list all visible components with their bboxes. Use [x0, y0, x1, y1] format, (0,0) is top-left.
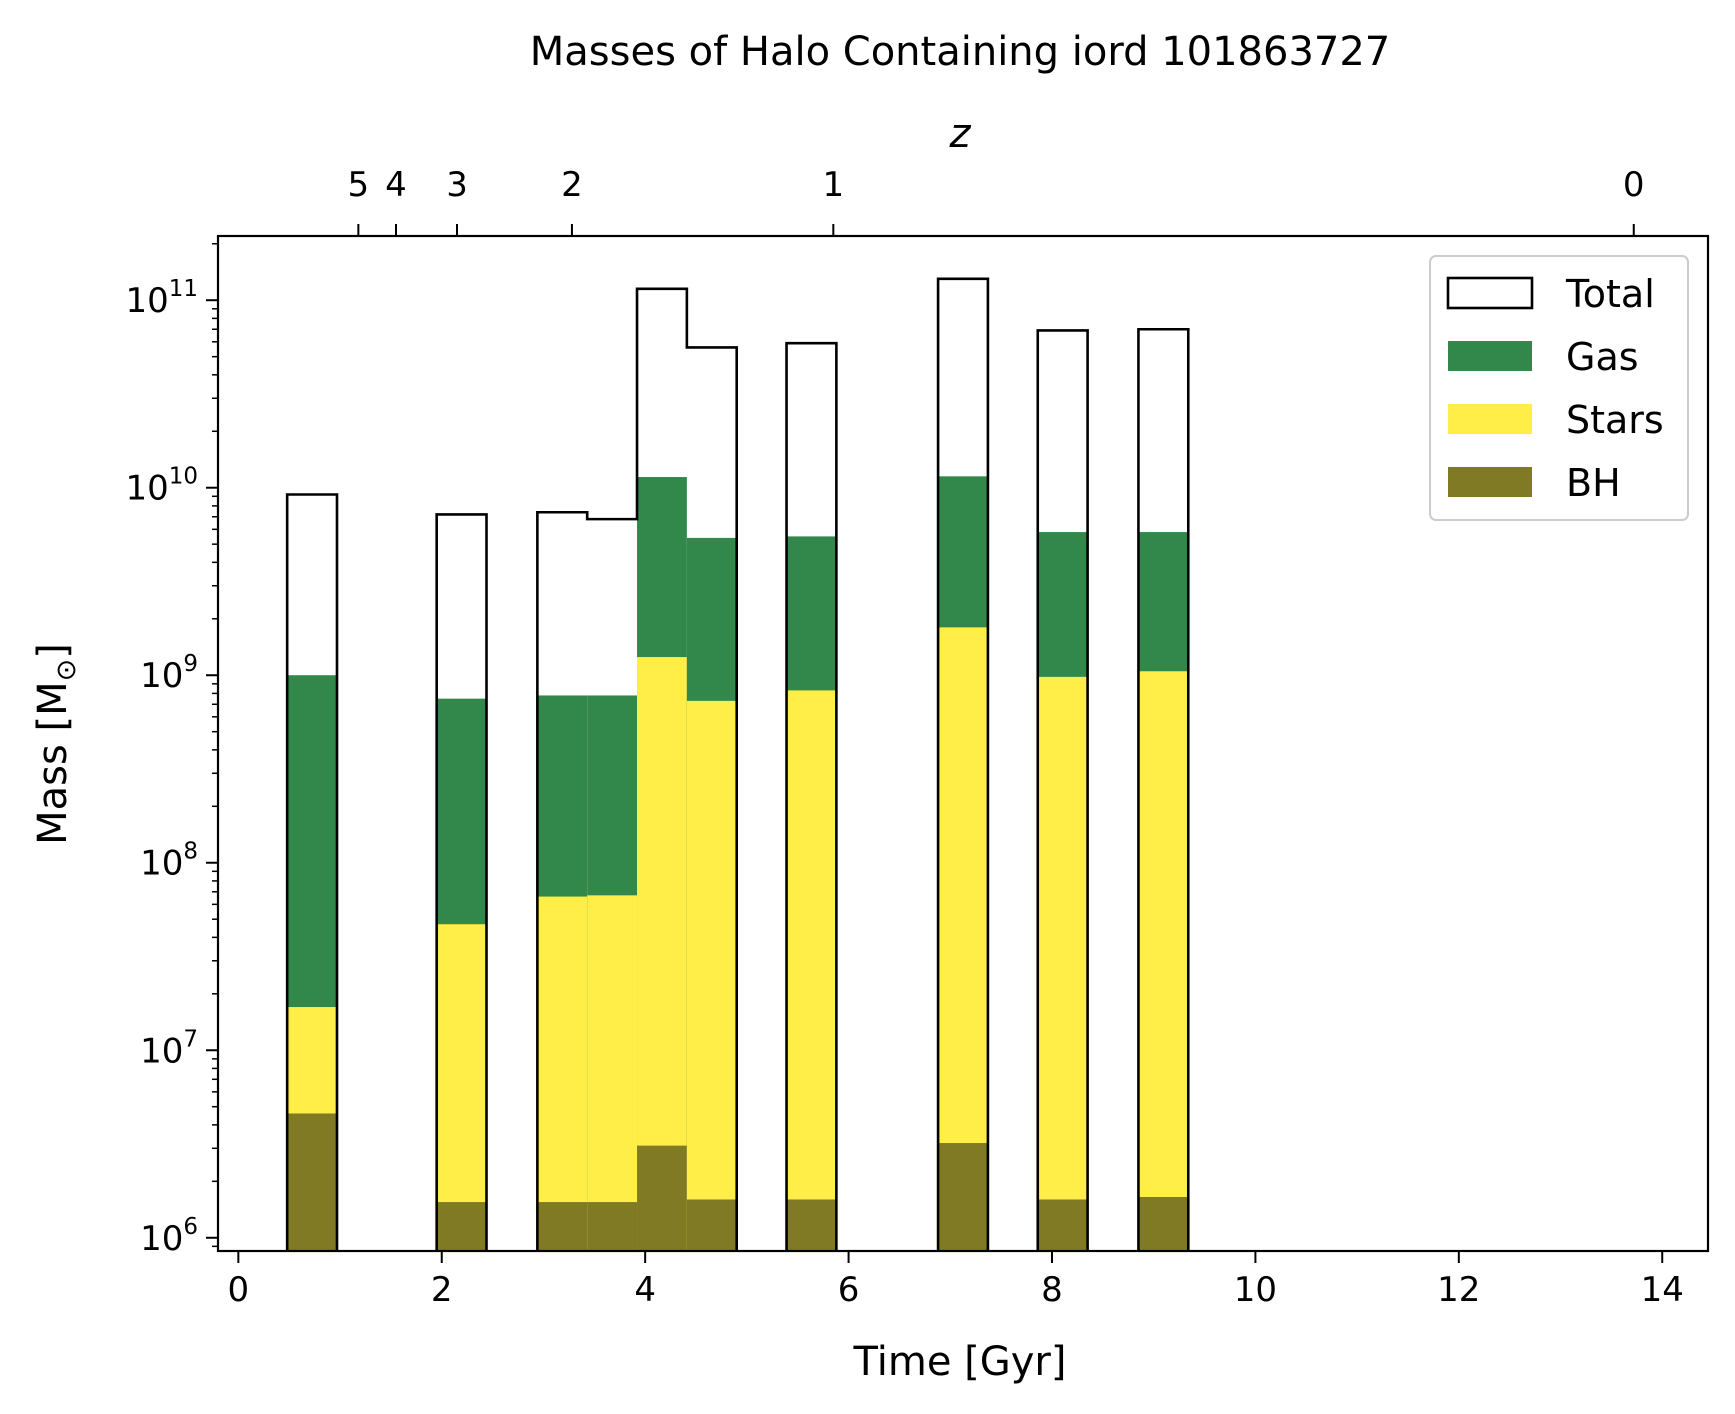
z-tick-label-1: 4: [385, 165, 407, 205]
x-tick-label-1: 2: [431, 1270, 453, 1310]
y-axis-label: Mass [M⊙]: [30, 643, 82, 845]
stars-bar-3: [587, 895, 638, 1251]
x-axis: 0 2 4 6 8 10 12 14: [228, 1251, 1684, 1310]
stars-bar-9: [1138, 671, 1189, 1251]
x-tick-label-7: 14: [1641, 1270, 1684, 1310]
bh-bar-3: [587, 1202, 638, 1251]
bh-bar-9: [1138, 1196, 1189, 1251]
legend-label-stars: Stars: [1566, 398, 1664, 442]
stars-bar-1: [436, 924, 487, 1251]
bh-bar-1: [436, 1202, 487, 1251]
legend-label-bh: BH: [1566, 461, 1621, 505]
y-axis: 106 107 108 109 1010 1011: [125, 243, 218, 1259]
z-tick-label-3: 2: [561, 165, 583, 205]
y-tick-label-3: 109: [140, 651, 198, 696]
chart-title: Masses of Halo Containing iord 101863727: [530, 29, 1391, 75]
total-outlines-layer: [285, 277, 1190, 1251]
y-tick-label-0: 106: [140, 1214, 198, 1259]
bh-bar-2: [537, 1202, 588, 1251]
legend-label-total: Total: [1565, 272, 1655, 316]
x-axis-label: Time [Gyr]: [853, 1339, 1067, 1385]
legend-swatch-bh: [1448, 467, 1532, 497]
z-tick-label-5: 0: [1623, 165, 1645, 205]
stars-bar-8: [1037, 676, 1088, 1251]
x-tick-label-3: 6: [838, 1270, 860, 1310]
bars-layer: [287, 476, 1189, 1252]
y-axis-label-prefix: Mass [M: [30, 681, 76, 845]
total-outline: [285, 277, 1190, 1251]
y-axis-label-sub: ⊙: [51, 659, 82, 682]
z-tick-label-2: 3: [446, 165, 468, 205]
bh-bar-5: [686, 1199, 737, 1251]
x-tick-label-0: 0: [228, 1270, 250, 1310]
legend: Total Gas Stars BH: [1429, 255, 1689, 521]
x-tick-label-6: 12: [1437, 1270, 1480, 1310]
bh-bar-4: [637, 1145, 687, 1251]
bh-bar-6: [786, 1199, 837, 1251]
x-tick-label-4: 8: [1041, 1270, 1063, 1310]
x-tick-label-5: 10: [1234, 1270, 1277, 1310]
z-tick-label-0: 5: [348, 165, 370, 205]
z-tick-label-4: 1: [823, 165, 845, 205]
y-axis-label-suffix: ]: [30, 643, 76, 659]
bh-bar-7: [938, 1143, 988, 1251]
top-axis-label: z: [949, 111, 972, 157]
x-tick-label-2: 4: [634, 1270, 656, 1310]
legend-swatch-total: [1446, 276, 1534, 310]
legend-swatch-gas: [1448, 341, 1532, 371]
stars-bar-6: [786, 690, 837, 1251]
stars-bar-2: [537, 896, 588, 1251]
stars-bar-5: [686, 700, 737, 1251]
y-tick-label-5: 1011: [125, 276, 198, 321]
bh-bar-0: [287, 1113, 337, 1251]
y-tick-label-1: 107: [140, 1026, 198, 1071]
legend-swatch-stars: [1448, 404, 1532, 434]
plot-frame: [216, 234, 1710, 1253]
bh-bar-8: [1037, 1199, 1088, 1251]
y-tick-label-4: 1010: [125, 464, 198, 509]
y-tick-label-2: 108: [140, 839, 198, 884]
legend-label-gas: Gas: [1566, 335, 1639, 379]
legend-box: [1429, 255, 1689, 521]
